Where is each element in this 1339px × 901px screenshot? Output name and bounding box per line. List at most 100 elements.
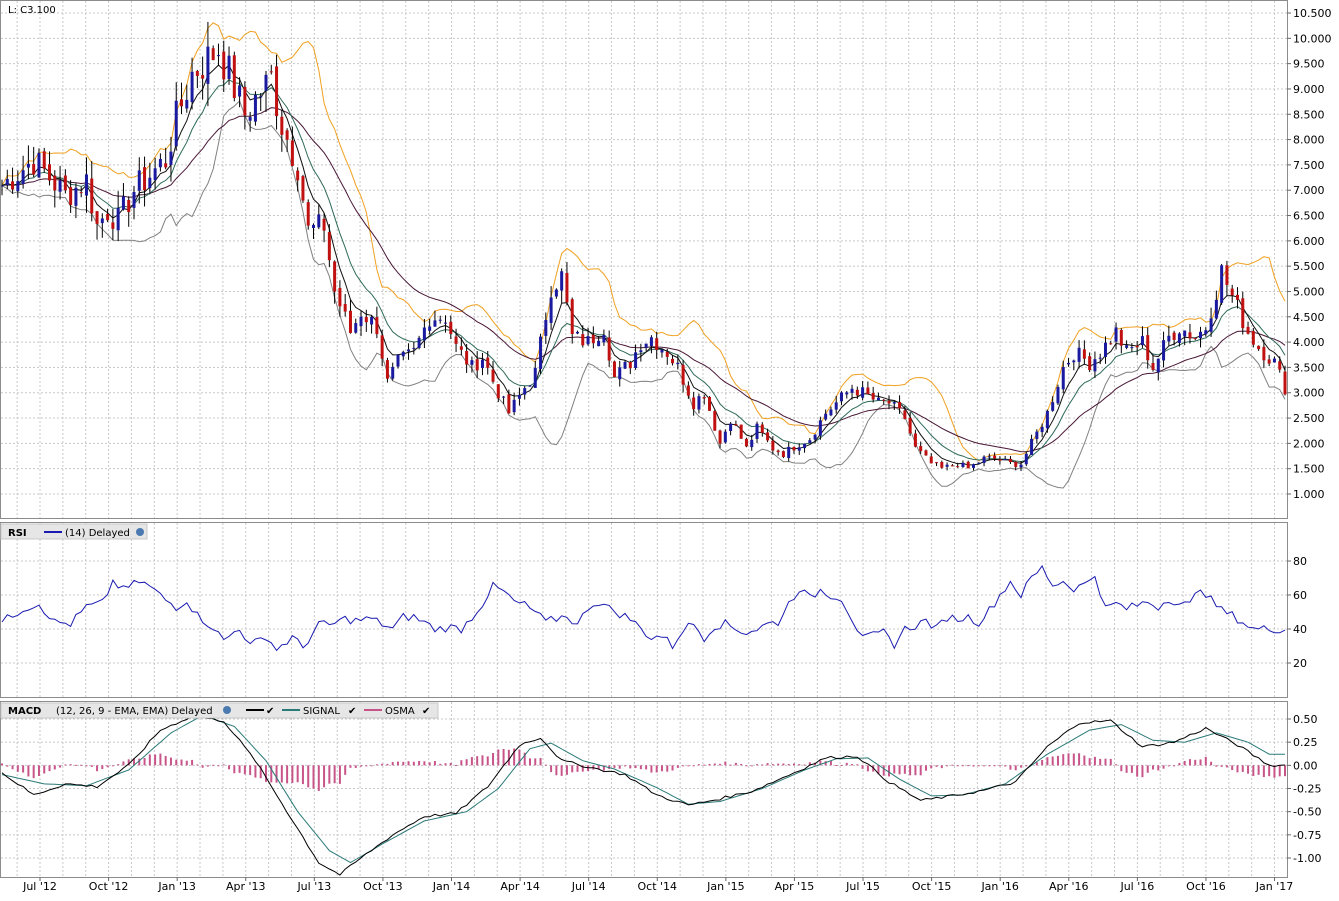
candle-body — [1172, 332, 1176, 340]
osma-check-icon[interactable]: ✔ — [422, 706, 430, 717]
osma-bar — [787, 764, 790, 766]
candle-body — [343, 304, 347, 312]
osma-bar — [1257, 765, 1260, 775]
osma-bar — [132, 758, 135, 766]
candle-body — [771, 440, 775, 451]
candle-body — [1267, 359, 1271, 364]
osma-bar — [206, 765, 209, 767]
price-tick-label: 10.500 — [1293, 7, 1332, 20]
macd-check-icon[interactable]: ✔ — [266, 706, 274, 717]
rsi-legend[interactable]: RSI (14) Delayed — [0, 523, 148, 540]
osma-bar — [191, 759, 194, 766]
osma-bar — [455, 765, 458, 767]
globe-icon[interactable] — [136, 528, 144, 536]
osma-bar — [1014, 765, 1017, 771]
osma-bar — [80, 764, 83, 766]
candle-body — [845, 392, 849, 395]
osma-bar — [1099, 758, 1102, 766]
osma-bar — [11, 765, 14, 770]
candle-body — [655, 338, 659, 351]
osma-bar — [872, 765, 875, 772]
osma-bar — [138, 758, 141, 766]
price-tick-label: 3.500 — [1293, 361, 1325, 374]
candle-body — [407, 349, 411, 352]
candle-body — [1151, 362, 1155, 370]
osma-bar — [671, 765, 674, 771]
candle-body — [803, 443, 807, 449]
osma-bar — [634, 765, 637, 769]
candle-body — [1045, 410, 1049, 429]
ema-mid-line — [1, 78, 1286, 463]
osma-bar — [1088, 758, 1091, 766]
candle-body — [185, 99, 189, 109]
candle-body — [961, 462, 965, 467]
candle-body — [797, 447, 801, 451]
candle-body — [216, 55, 220, 57]
candle-body — [486, 357, 490, 368]
osma-bar — [851, 764, 854, 766]
x-tick-label: Jul '14 — [571, 880, 606, 893]
osma-bar — [344, 765, 347, 775]
osma-bar — [798, 764, 801, 766]
candle-body — [644, 343, 648, 348]
rsi-tick-label: 40 — [1293, 623, 1307, 636]
candle-body — [787, 446, 791, 458]
candle-body — [818, 420, 822, 436]
osma-bar — [497, 749, 500, 766]
candle-body — [539, 336, 543, 369]
candle-body — [143, 167, 147, 191]
osma-bar — [1199, 759, 1202, 766]
osma-bar — [719, 763, 722, 766]
osma-bar — [217, 765, 220, 767]
x-tick-label: Jan '13 — [157, 880, 195, 893]
candle-body — [338, 287, 342, 307]
candle-body — [201, 75, 205, 79]
candle-body — [449, 321, 453, 335]
osma-bar — [1141, 765, 1144, 778]
candle-body — [391, 366, 395, 379]
candle-body — [16, 181, 20, 192]
candle-body — [945, 464, 949, 467]
osma-bar — [106, 765, 109, 768]
osma-bar — [1067, 753, 1070, 766]
candle-body — [1257, 345, 1261, 350]
osma-bar — [998, 765, 1001, 767]
candle-body — [792, 446, 796, 451]
candle-body — [887, 400, 891, 404]
candle-body — [908, 417, 912, 434]
candle-body — [79, 192, 83, 194]
x-tick-label: Apr '13 — [226, 880, 266, 893]
signal-check-icon[interactable]: ✔ — [348, 706, 356, 717]
osma-bar — [1120, 765, 1123, 772]
osma-bar — [360, 765, 363, 767]
candle-body — [158, 159, 162, 168]
candle-body — [1235, 294, 1239, 300]
osma-bar — [122, 761, 125, 766]
candle-body — [380, 335, 384, 359]
osma-bar — [946, 765, 949, 767]
price-tick-label: 2.000 — [1293, 437, 1325, 450]
osma-bar — [819, 760, 822, 766]
candle-body — [58, 180, 62, 192]
candle-body — [127, 199, 131, 213]
osma-bar — [412, 761, 415, 766]
candle-body — [512, 399, 516, 413]
candle-body — [248, 117, 252, 121]
osma-bar — [6, 765, 9, 767]
osma-bar — [27, 765, 30, 777]
osma-bar — [1020, 765, 1023, 768]
macd-tick-label: 0.25 — [1293, 736, 1318, 749]
macd-legend[interactable]: MACD (12, 26, 9 - EMA, EMA) Delayed ✔ SI… — [0, 702, 439, 719]
candle-body — [1251, 330, 1255, 345]
x-tick-label: Oct '15 — [912, 880, 952, 893]
candle-body — [533, 367, 537, 388]
candle-body — [290, 140, 294, 166]
candle-body — [676, 362, 680, 365]
globe-icon[interactable] — [223, 706, 231, 714]
candle-body — [1272, 358, 1276, 363]
osma-bar — [1051, 756, 1054, 766]
x-tick-label: Jul '15 — [845, 880, 880, 893]
candle-body — [106, 213, 110, 221]
candle-body — [554, 289, 558, 297]
